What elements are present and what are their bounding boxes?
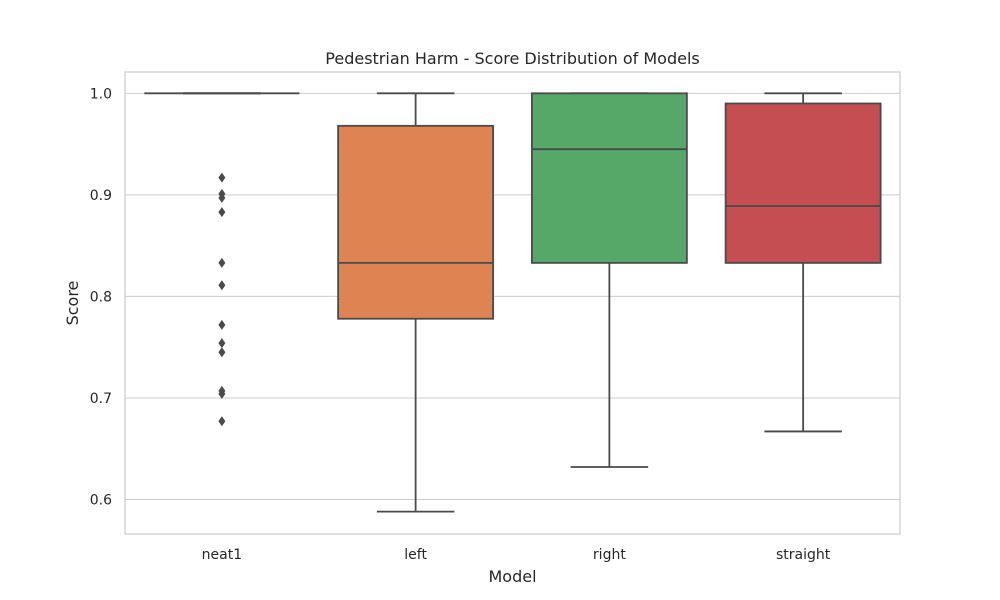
outlier-point <box>218 207 226 218</box>
y-tick-labels: 0.6 0.7 0.8 0.9 1.0 <box>90 86 112 508</box>
outlier-point <box>218 347 226 358</box>
chart-title: Pedestrian Harm - Score Distribution of … <box>325 49 699 68</box>
box-straight <box>724 92 882 433</box>
box-left <box>337 92 495 513</box>
outlier-point <box>218 319 226 330</box>
box-body <box>530 92 688 264</box>
y-tick-label: 0.9 <box>90 188 112 204</box>
x-axis-label: Model <box>488 567 536 586</box>
boxes <box>144 92 882 513</box>
x-tick-label: neat1 <box>202 547 242 563</box>
outlier-point <box>218 257 226 268</box>
box-body <box>337 124 495 320</box>
y-tick-label: 0.7 <box>90 391 112 407</box>
x-tick-label: left <box>404 547 427 563</box>
outlier-point <box>218 172 226 183</box>
outlier-point <box>218 388 226 399</box>
box-right <box>530 92 688 468</box>
y-tick-label: 0.8 <box>90 289 112 305</box>
y-axis-label: Score <box>63 281 82 326</box>
outlier-point <box>218 280 226 291</box>
x-tick-labels: neat1 left right straight <box>202 547 831 563</box>
box-body <box>724 102 882 264</box>
outlier-point <box>218 338 226 349</box>
outlier-point <box>218 192 226 203</box>
plot-area-frame <box>124 71 901 535</box>
y-tick-label: 0.6 <box>90 492 112 508</box>
y-tick-label: 1.0 <box>90 86 112 102</box>
outlier-point <box>218 416 226 427</box>
x-tick-label: right <box>593 547 626 563</box>
box-neat1 <box>144 92 300 427</box>
x-tick-label: straight <box>776 547 831 563</box>
